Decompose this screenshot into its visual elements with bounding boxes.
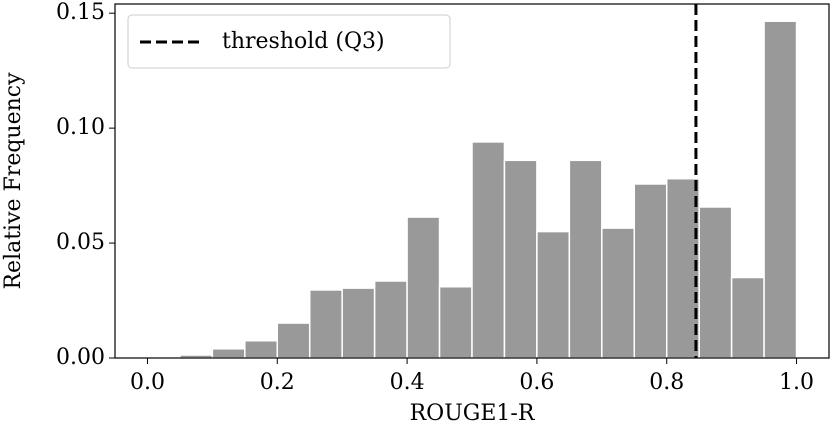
- x-tick-label: 0.2: [260, 370, 295, 395]
- bar: [211, 348, 246, 359]
- bar: [536, 230, 571, 359]
- bar: [244, 340, 279, 359]
- x-axis-label: ROUGE1-R: [410, 401, 536, 426]
- bar: [438, 285, 473, 359]
- y-tick-label: 0.10: [56, 115, 105, 140]
- bar: [665, 177, 700, 359]
- bar: [601, 227, 636, 359]
- bar: [341, 287, 376, 359]
- x-tick-label: 1.0: [779, 370, 814, 395]
- x-tick-label: 0.4: [390, 370, 425, 395]
- y-tick-label: 0.15: [56, 0, 105, 25]
- y-axis-label: Relative Frequency: [1, 72, 26, 290]
- x-tick-label: 0.0: [130, 370, 165, 395]
- bar: [308, 289, 343, 359]
- bar: [471, 141, 506, 359]
- legend-box: [127, 14, 451, 69]
- bar: [276, 322, 311, 359]
- plot-frame: [114, 3, 830, 359]
- y-tick-label: 0.00: [56, 345, 105, 370]
- bar: [406, 216, 441, 359]
- bar: [633, 183, 668, 359]
- legend-label: threshold (Q3): [222, 29, 385, 54]
- bar: [698, 206, 733, 359]
- bar: [503, 159, 538, 359]
- bar: [568, 159, 603, 359]
- bar: [730, 276, 765, 359]
- y-tick-label: 0.05: [56, 230, 105, 255]
- bar: [373, 280, 408, 359]
- x-tick-label: 0.6: [519, 370, 554, 395]
- bar: [763, 20, 798, 359]
- x-tick-label: 0.8: [649, 370, 684, 395]
